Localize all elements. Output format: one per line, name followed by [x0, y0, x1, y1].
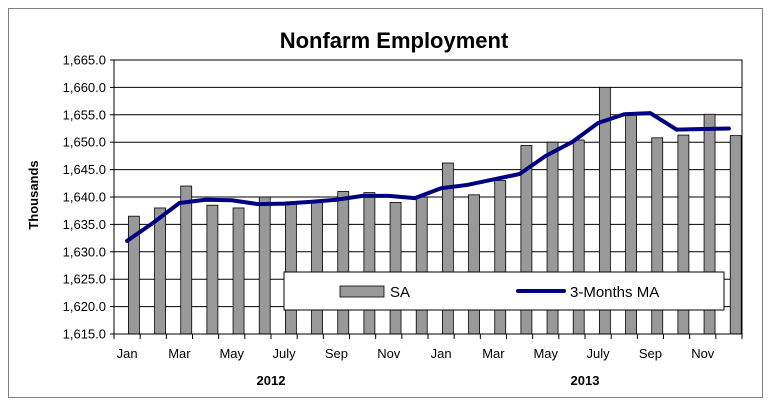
x-tick-label: Mar [168, 346, 191, 361]
y-tick-label: 1,655.0 [63, 107, 106, 122]
y-tick-label: 1,660.0 [63, 80, 106, 95]
legend-swatch-sa [339, 285, 385, 298]
bar-sa [729, 135, 742, 335]
x-tick-label: Mar [482, 346, 505, 361]
bar-sa [494, 180, 507, 335]
x-year-label: 2012 [257, 373, 286, 388]
y-tick-label: 1,640.0 [63, 190, 106, 205]
y-tick-label: 1,625.0 [63, 272, 106, 287]
bar-sa [415, 196, 428, 335]
x-tick-label: July [273, 346, 297, 361]
bar-sa [468, 194, 480, 335]
bar-sa [180, 185, 193, 335]
x-tick-label: Sep [639, 346, 662, 361]
legend-label-ma: 3-Months MA [570, 284, 659, 301]
bar-sa [232, 207, 245, 335]
x-tick-label: Sep [325, 346, 348, 361]
x-tick-label: May [219, 346, 244, 361]
bar-sa [337, 191, 350, 335]
bar-sa [363, 192, 376, 335]
y-axis-label: Thousands [26, 160, 41, 229]
bar-sa [389, 202, 402, 335]
bar-sa [154, 207, 166, 335]
bar-sa [206, 204, 219, 335]
x-tick-label: July [587, 346, 611, 361]
chart-title: Nonfarm Employment [280, 28, 509, 53]
y-tick-label: 1,645.0 [63, 162, 106, 177]
bar-sa [284, 202, 297, 335]
x-tick-label: Jan [431, 346, 452, 361]
bar-sa [258, 196, 271, 335]
y-tick-label: 1,620.0 [63, 299, 106, 314]
x-tick-label: May [533, 346, 558, 361]
y-tick-label: 1,650.0 [63, 135, 106, 150]
line-3-months-ma [125, 111, 731, 243]
x-tick-label: Nov [377, 346, 401, 361]
y-tick-label: 1,630.0 [63, 244, 106, 259]
y-tick-label: 1,615.0 [63, 327, 106, 342]
legend-label-sa: SA [390, 284, 410, 301]
x-tick-label: Jan [117, 346, 138, 361]
bar-sa [311, 202, 323, 335]
y-tick-label: 1,635.0 [63, 217, 106, 232]
x-year-label: 2013 [571, 373, 600, 388]
y-tick-label: 1,665.0 [63, 53, 106, 68]
x-tick-label: Nov [691, 346, 715, 361]
